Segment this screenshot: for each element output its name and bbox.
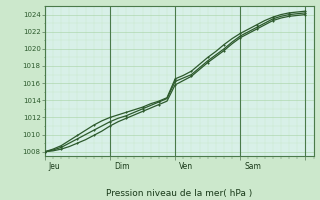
Text: Sam: Sam — [244, 162, 261, 171]
Text: Ven: Ven — [179, 162, 193, 171]
Text: Pression niveau de la mer( hPa ): Pression niveau de la mer( hPa ) — [106, 189, 252, 198]
Text: Jeu: Jeu — [49, 162, 60, 171]
Text: Dim: Dim — [114, 162, 130, 171]
